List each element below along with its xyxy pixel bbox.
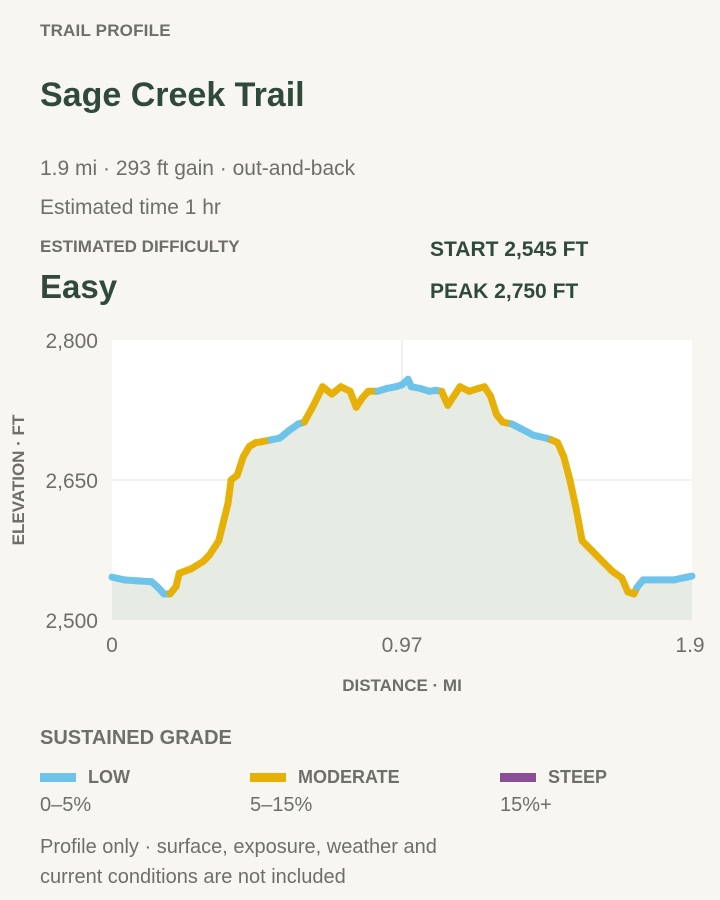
legend-swatch-steep [500, 772, 536, 782]
legend-swatch-moderate [250, 772, 286, 782]
page-title: Sage Creek Trail [40, 76, 305, 114]
footnote: Profile only · surface, exposure, weathe… [40, 836, 437, 888]
y-axis-label: ELEVATION · FT [9, 414, 28, 545]
legend-range: 0–5% [40, 794, 92, 816]
x-axis-ticks: 0 0.97 1.9 [106, 634, 704, 657]
legend-range: 15%+ [500, 794, 552, 816]
x-tick-label: 1.9 [675, 634, 704, 657]
peak-elevation: PEAK 2,750 FT [430, 280, 579, 303]
legend-swatch-low [40, 772, 76, 782]
profile-segment-low [670, 572, 696, 584]
legend-item-low: LOW 0–5% [40, 766, 240, 817]
x-tick-label: 0.97 [382, 634, 423, 657]
x-tick-label: 0 [106, 634, 118, 657]
start-elevation: START 2,545 FT [430, 238, 589, 261]
legend-name: MODERATE [298, 766, 400, 787]
profile-segment-moderate [560, 453, 574, 484]
profile-segment-moderate [572, 504, 586, 545]
eyebrow-label: TRAIL PROFILE [40, 21, 171, 40]
legend-name: LOW [88, 766, 130, 787]
profile-segment-moderate [215, 499, 232, 545]
legend-range: 5–15% [250, 794, 313, 816]
y-tick-label: 2,650 [45, 470, 98, 493]
x-axis-label: DISTANCE · MI [342, 676, 462, 695]
legend-item-steep: STEEP 15%+ [500, 766, 700, 817]
difficulty-value: Easy [40, 268, 118, 305]
legend-item-moderate: MODERATE 5–15% [250, 766, 450, 817]
legend-name: STEEP [548, 766, 608, 787]
y-tick-label: 2,800 [45, 330, 98, 353]
estimated-time: Estimated time 1 hr [40, 196, 221, 219]
y-axis-ticks: 2,800 2,650 2,500 [45, 330, 98, 633]
legend-title: SUSTAINED GRADE [40, 727, 232, 749]
profile-segment-moderate [566, 476, 580, 512]
trail-summary: 1.9 mi · 293 ft gain · out-and-back [40, 157, 356, 180]
profile-segment-moderate [224, 476, 235, 507]
difficulty-label: ESTIMATED DIFFICULTY [40, 237, 240, 256]
y-tick-label: 2,500 [45, 610, 98, 633]
profile-line [108, 375, 696, 598]
